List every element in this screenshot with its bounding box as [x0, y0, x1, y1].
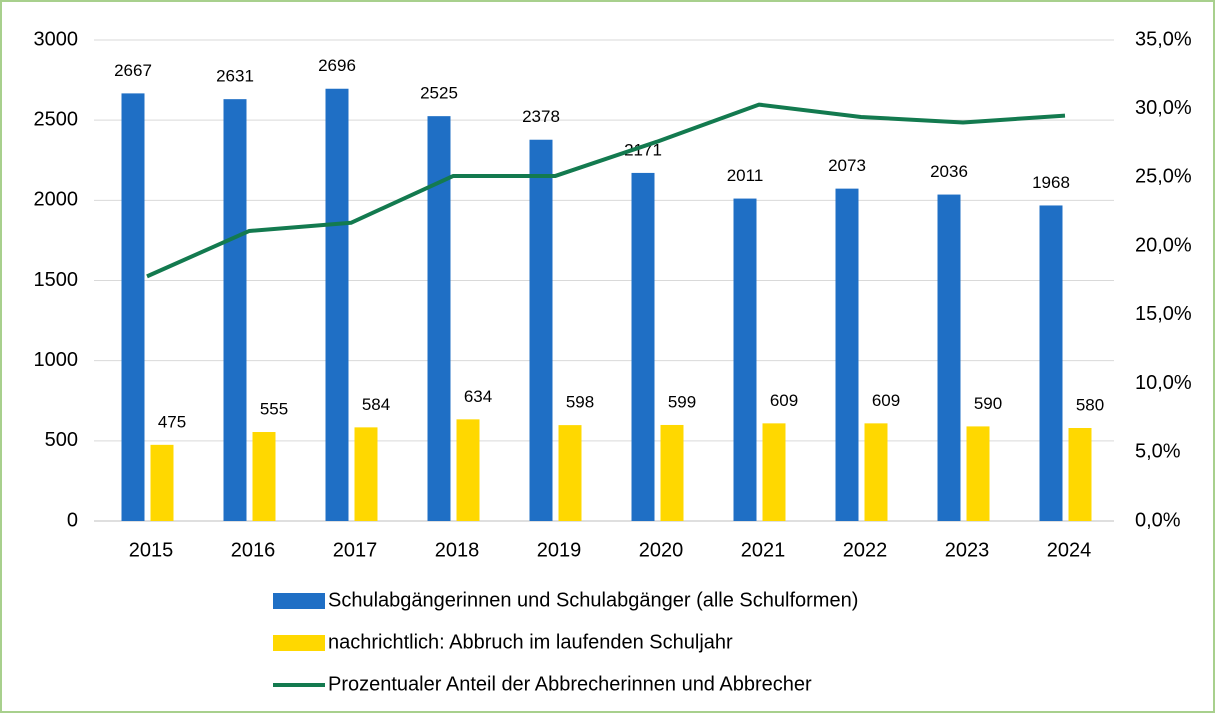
bar	[121, 93, 145, 522]
bar	[966, 426, 990, 521]
x-tick-label: 2019	[537, 539, 582, 561]
bar	[1068, 428, 1092, 521]
data-label: 598	[566, 393, 594, 412]
data-label: 609	[872, 391, 900, 410]
data-label: 2696	[318, 56, 356, 75]
bar	[660, 424, 684, 521]
x-tick-label: 2021	[741, 539, 786, 561]
data-label: 590	[974, 394, 1002, 413]
y-tick-label: 2500	[34, 108, 79, 130]
bar	[354, 427, 378, 521]
data-label: 2036	[930, 162, 968, 181]
y2-tick-label: 15,0%	[1135, 303, 1192, 325]
legend-swatch	[273, 593, 325, 609]
bar	[864, 423, 888, 521]
x-tick-label: 2015	[129, 539, 174, 561]
x-tick-label: 2016	[231, 539, 276, 561]
data-label: 2378	[522, 107, 560, 126]
y-tick-label: 1000	[34, 349, 79, 371]
y2-tick-label: 5,0%	[1135, 441, 1181, 463]
x-tick-label: 2018	[435, 539, 480, 561]
legend-swatch	[273, 635, 325, 651]
bar	[937, 194, 961, 521]
bar	[558, 425, 582, 521]
y2-tick-label: 30,0%	[1135, 97, 1192, 119]
x-tick-label: 2020	[639, 539, 684, 561]
bar	[835, 188, 859, 521]
x-tick-label: 2023	[945, 539, 990, 561]
data-label: 599	[668, 392, 696, 411]
data-label: 2525	[420, 84, 458, 103]
bar	[427, 116, 451, 522]
y-tick-label: 1500	[34, 269, 79, 291]
y2-tick-label: 20,0%	[1135, 234, 1192, 256]
x-tick-label: 2017	[333, 539, 378, 561]
legend-label: Schulabgängerinnen und Schulabgänger (al…	[328, 589, 858, 611]
data-label: 555	[260, 399, 288, 418]
legend-label: nachrichtlich: Abbruch im laufenden Schu…	[328, 631, 733, 653]
x-tick-label: 2022	[843, 539, 888, 561]
y-tick-label: 500	[45, 429, 78, 451]
bar	[325, 88, 349, 521]
data-label: 634	[464, 387, 492, 406]
data-label: 2011	[727, 166, 764, 185]
data-label: 475	[158, 412, 186, 431]
data-label: 609	[770, 391, 798, 410]
y2-tick-label: 25,0%	[1135, 166, 1192, 188]
bar	[456, 419, 480, 521]
y-tick-label: 0	[67, 509, 78, 531]
x-tick-label: 2024	[1047, 539, 1092, 561]
data-label: 2073	[828, 156, 866, 175]
bar	[733, 198, 757, 521]
data-label: 2667	[114, 61, 152, 80]
bar	[762, 423, 786, 521]
bar	[529, 139, 553, 521]
data-label: 584	[362, 395, 390, 414]
bar	[150, 444, 174, 521]
y2-tick-label: 0,0%	[1135, 509, 1181, 531]
y2-tick-label: 35,0%	[1135, 28, 1192, 50]
bar	[1039, 205, 1063, 522]
line	[146, 102, 1066, 279]
bar	[252, 432, 276, 521]
bar	[223, 99, 247, 522]
legend-label: Prozentualer Anteil der Abbrecherinnen u…	[328, 673, 812, 695]
bar	[631, 172, 655, 522]
data-label: 1968	[1032, 173, 1070, 192]
y-tick-label: 2000	[34, 189, 79, 211]
data-label: 2631	[216, 67, 254, 86]
y2-tick-label: 10,0%	[1135, 372, 1192, 394]
y-tick-label: 3000	[34, 28, 79, 50]
data-label: 580	[1076, 395, 1104, 414]
